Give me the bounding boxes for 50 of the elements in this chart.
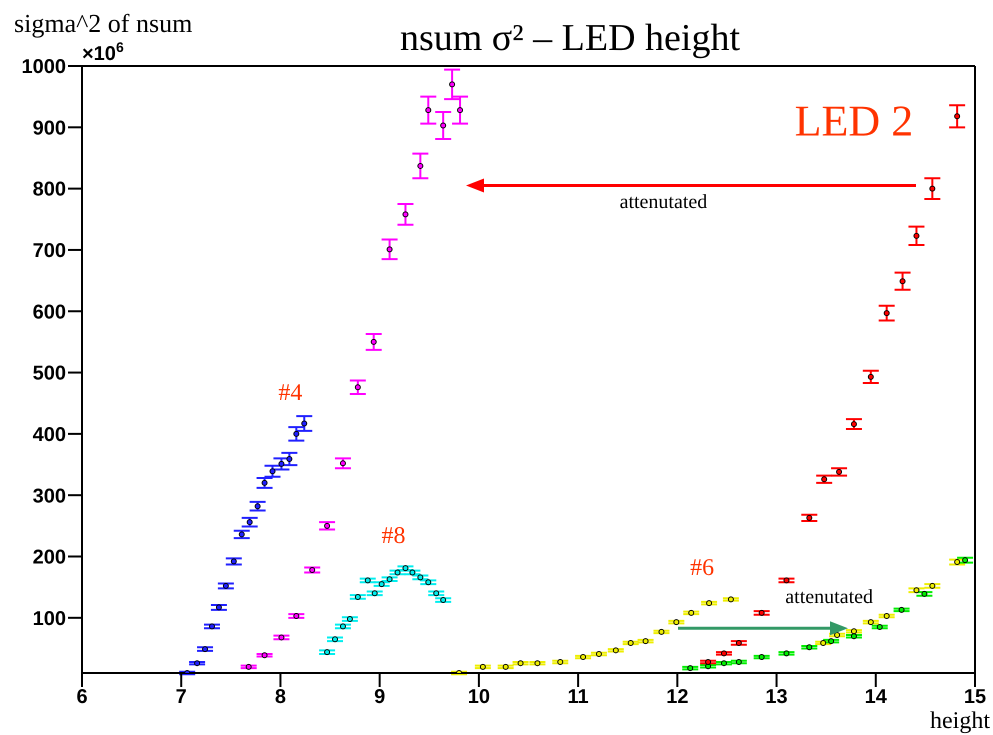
y-tick-label: 100 — [32, 608, 66, 630]
point — [301, 420, 308, 426]
point — [884, 310, 890, 316]
point — [370, 338, 377, 345]
point — [425, 107, 432, 114]
chart-title: nsum σ² – LED height — [400, 17, 740, 59]
annotation: attenutated — [620, 191, 708, 214]
x-tick-label: 14 — [864, 686, 888, 708]
text: ×10$^{6}$ — [82, 39, 124, 65]
point — [286, 456, 292, 462]
x-tick-label: 10 — [468, 686, 490, 708]
x-tick-label: 11 — [568, 686, 589, 708]
x-axis-title: height — [930, 708, 990, 734]
point — [900, 278, 906, 284]
y-axis-title: sigma^2 of nsum — [14, 9, 192, 38]
x-tick-label: 6 — [76, 686, 88, 708]
point — [457, 107, 464, 114]
x-tick-label: 15 — [964, 686, 986, 708]
point — [417, 162, 424, 169]
x-tick-label: 9 — [374, 686, 386, 708]
annotation: #4 — [278, 380, 302, 406]
x-tick-label: 12 — [666, 686, 688, 708]
point — [278, 460, 284, 467]
x-tick-label: 13 — [765, 686, 788, 708]
point — [868, 374, 874, 380]
y-tick-label: 500 — [32, 362, 66, 385]
y-tick-label: 400 — [32, 424, 66, 446]
y-tick-label: 600 — [32, 301, 66, 324]
y-tick-label: 200 — [32, 546, 66, 569]
y-tick-label: 700 — [32, 240, 66, 262]
annotation: #6 — [690, 554, 714, 581]
annotation: LED 2 — [794, 96, 914, 146]
point — [270, 468, 276, 474]
y-tick-label: 1000 — [22, 56, 66, 78]
y-tick-label: 300 — [32, 485, 66, 508]
point — [929, 186, 936, 192]
point — [293, 430, 300, 437]
x-tick-label: 8 — [274, 686, 286, 708]
annotation: attenutated — [785, 586, 874, 608]
x-tick-label: 7 — [176, 686, 187, 708]
point — [402, 211, 408, 218]
point — [449, 81, 456, 88]
point — [913, 232, 920, 239]
point — [386, 246, 393, 252]
annotation: #8 — [382, 523, 406, 550]
point — [440, 122, 446, 128]
y-tick-label: 800 — [32, 178, 66, 201]
point — [354, 384, 361, 390]
point — [954, 113, 960, 120]
y-tick-label: 900 — [32, 117, 66, 140]
